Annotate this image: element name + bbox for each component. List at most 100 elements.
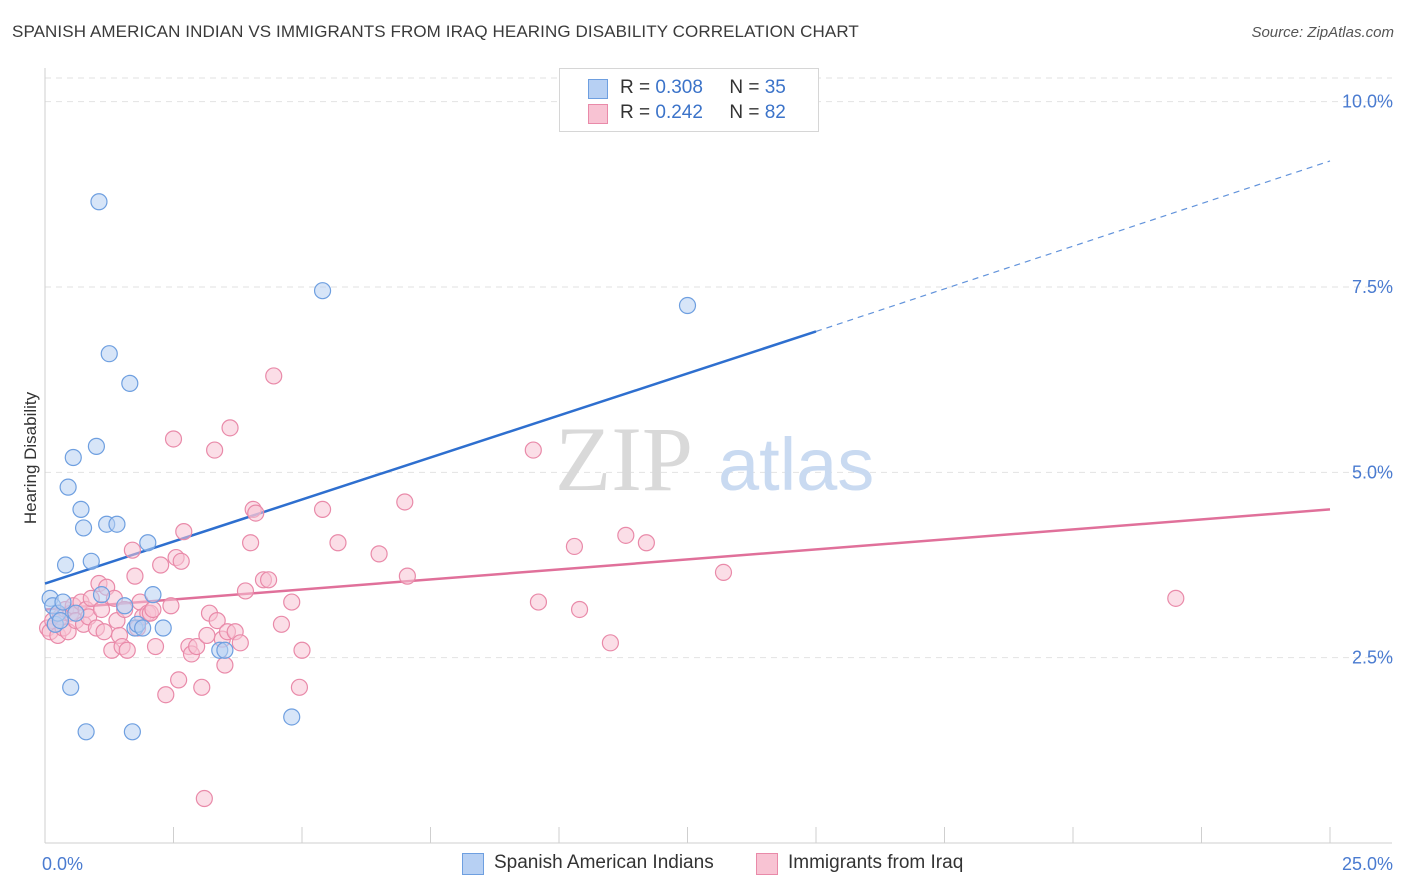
data-points — [38, 193, 1185, 808]
point-immigrants-from-iraq — [206, 441, 224, 459]
legend-r-label: R = — [620, 102, 651, 123]
point-spanish-american-indians — [283, 708, 301, 726]
point-spanish-american-indians — [74, 519, 93, 537]
point-immigrants-from-iraq — [95, 623, 113, 641]
point-spanish-american-indians — [92, 586, 111, 604]
trend-lines — [44, 160, 1331, 611]
point-spanish-american-indians — [313, 282, 332, 300]
point-immigrants-from-iraq — [714, 563, 733, 582]
point-immigrants-from-iraq — [195, 789, 213, 808]
x-tick-label: 0.0% — [42, 854, 83, 874]
legend-swatch-blue — [588, 79, 608, 99]
legend-label: Spanish American Indians — [494, 852, 714, 873]
legend-label: Immigrants from Iraq — [788, 852, 964, 873]
point-immigrants-from-iraq — [370, 545, 388, 563]
correlation-legend: R = 0.308 N = 35 R = 0.242 N = 82 — [559, 68, 819, 132]
watermark-atlas: atlas — [718, 423, 874, 506]
y-tick-label: 10.0% — [1342, 92, 1393, 112]
point-immigrants-from-iraq — [231, 634, 249, 652]
point-immigrants-from-iraq — [617, 526, 635, 544]
point-spanish-american-indians — [64, 448, 82, 467]
point-spanish-american-indians — [108, 515, 126, 533]
point-spanish-american-indians — [56, 556, 75, 574]
y-axis-title: Hearing Disability — [21, 391, 40, 524]
axes — [44, 68, 1392, 844]
point-immigrants-from-iraq — [193, 678, 211, 696]
point-spanish-american-indians — [67, 604, 85, 622]
legend-n-label: N = — [729, 102, 760, 123]
y-tick-label: 5.0% — [1352, 462, 1393, 482]
point-immigrants-from-iraq — [146, 637, 165, 656]
point-immigrants-from-iraq — [247, 504, 265, 522]
point-immigrants-from-iraq — [637, 534, 655, 552]
point-spanish-american-indians — [121, 374, 139, 392]
trend-line-immigrants-from-iraq — [44, 508, 1331, 611]
point-immigrants-from-iraq — [398, 567, 416, 585]
trend-line-spanish-american-indians — [44, 330, 817, 585]
point-immigrants-from-iraq — [118, 641, 136, 659]
point-spanish-american-indians — [154, 619, 172, 637]
point-spanish-american-indians — [51, 611, 70, 630]
legend-r-value: 0.308 — [655, 77, 703, 98]
trend-line-extension-spanish-american-indians — [815, 160, 1331, 333]
legend-n-value: 82 — [764, 102, 786, 123]
watermark: ZIP atlas — [555, 408, 874, 510]
point-immigrants-from-iraq — [198, 626, 216, 645]
x-tick-label: 25.0% — [1342, 854, 1393, 874]
legend-r-value: 0.242 — [655, 102, 703, 123]
point-immigrants-from-iraq — [221, 419, 239, 437]
point-immigrants-from-iraq — [126, 567, 144, 585]
point-spanish-american-indians — [116, 597, 134, 615]
point-immigrants-from-iraq — [242, 534, 260, 552]
point-spanish-american-indians — [100, 345, 118, 363]
point-immigrants-from-iraq — [529, 593, 548, 611]
point-spanish-american-indians — [90, 193, 108, 211]
point-spanish-american-indians — [216, 641, 234, 659]
point-immigrants-from-iraq — [123, 541, 141, 559]
point-immigrants-from-iraq — [290, 678, 309, 696]
point-spanish-american-indians — [123, 723, 141, 741]
point-immigrants-from-iraq — [170, 671, 188, 689]
point-immigrants-from-iraq — [329, 534, 347, 552]
point-spanish-american-indians — [139, 534, 157, 552]
point-immigrants-from-iraq — [283, 593, 301, 611]
point-immigrants-from-iraq — [216, 656, 234, 674]
point-spanish-american-indians — [134, 619, 152, 637]
legend-swatch-pink — [756, 853, 778, 875]
point-immigrants-from-iraq — [172, 552, 190, 570]
legend-swatch-pink — [588, 104, 608, 124]
point-immigrants-from-iraq — [524, 441, 542, 459]
point-immigrants-from-iraq — [293, 641, 311, 659]
point-immigrants-from-iraq — [175, 523, 193, 541]
legend-n-label: N = — [729, 77, 760, 98]
point-immigrants-from-iraq — [1167, 589, 1185, 607]
point-spanish-american-indians — [87, 437, 106, 455]
point-immigrants-from-iraq — [144, 600, 162, 619]
point-immigrants-from-iraq — [272, 615, 291, 633]
point-spanish-american-indians — [82, 552, 100, 570]
chart-title: SPANISH AMERICAN INDIAN VS IMMIGRANTS FR… — [12, 22, 859, 41]
source-credit: Source: ZipAtlas.com — [1251, 24, 1394, 41]
point-immigrants-from-iraq — [162, 597, 180, 615]
point-immigrants-from-iraq — [157, 686, 175, 704]
watermark-zip: ZIP — [555, 408, 693, 510]
point-immigrants-from-iraq — [313, 500, 332, 518]
point-immigrants-from-iraq — [92, 600, 111, 619]
legend-swatch-blue — [462, 853, 484, 875]
y-tick-label: 2.5% — [1352, 648, 1393, 668]
legend-r-label: R = — [620, 77, 651, 98]
point-immigrants-from-iraq — [396, 493, 414, 511]
point-immigrants-from-iraq — [570, 600, 589, 619]
point-immigrants-from-iraq — [188, 637, 206, 656]
point-immigrants-from-iraq — [236, 582, 255, 600]
point-spanish-american-indians — [54, 593, 72, 611]
point-immigrants-from-iraq — [152, 556, 170, 574]
y-tick-label: 7.5% — [1352, 277, 1393, 297]
point-immigrants-from-iraq — [265, 367, 283, 385]
point-immigrants-from-iraq — [259, 571, 278, 589]
point-spanish-american-indians — [72, 500, 90, 518]
point-immigrants-from-iraq — [565, 537, 584, 556]
point-spanish-american-indians — [144, 586, 162, 604]
point-spanish-american-indians — [678, 296, 697, 315]
